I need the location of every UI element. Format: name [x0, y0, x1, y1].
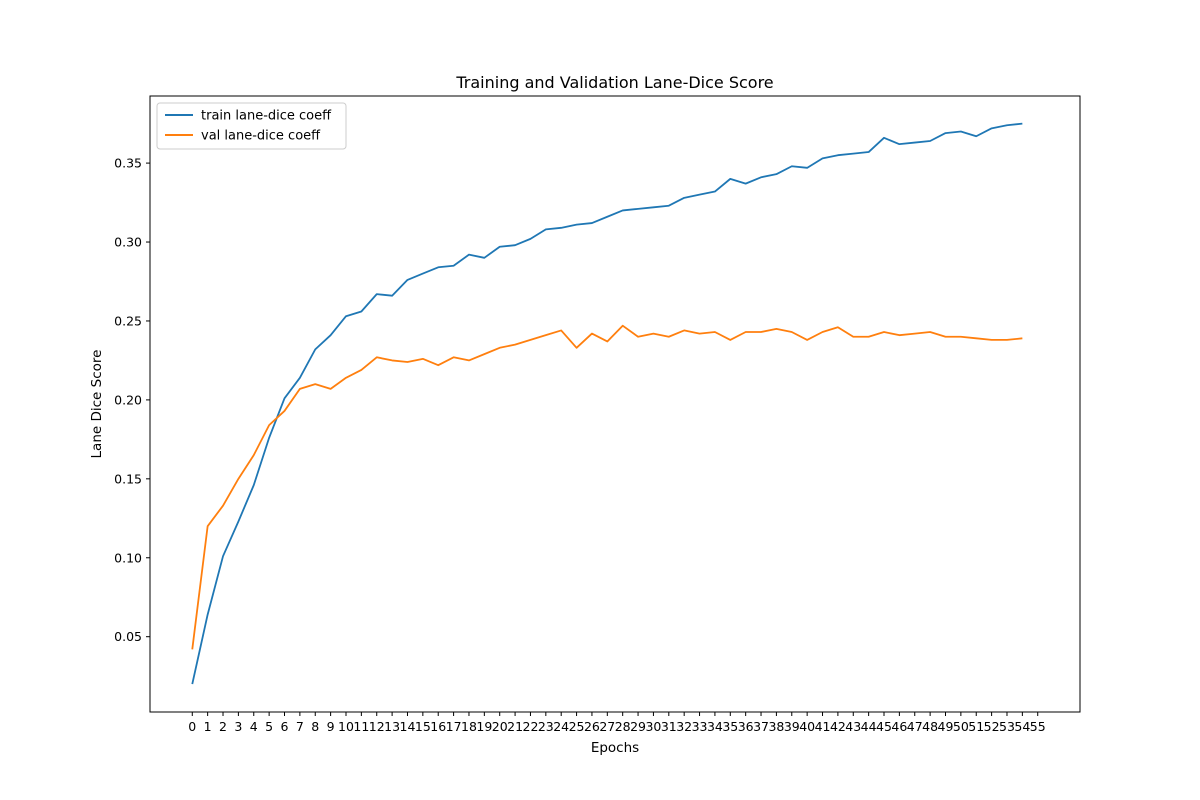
x-tick-label: 8 — [311, 719, 319, 734]
x-tick-label: 5 — [265, 719, 273, 734]
x-tick-label: 14 — [400, 719, 416, 734]
x-tick-label: 35 — [722, 719, 738, 734]
x-tick-label: 36 — [738, 719, 754, 734]
chart-title: Training and Validation Lane-Dice Score — [455, 73, 773, 92]
x-tick-label: 39 — [784, 719, 800, 734]
x-tick-label: 11 — [353, 719, 369, 734]
x-tick-label: 33 — [692, 719, 708, 734]
y-tick-label: 0.10 — [114, 550, 142, 565]
x-tick-label: 28 — [615, 719, 631, 734]
x-tick-label: 25 — [569, 719, 585, 734]
x-tick-label: 24 — [553, 719, 569, 734]
y-axis-label: Lane Dice Score — [89, 350, 105, 459]
x-tick-label: 32 — [676, 719, 692, 734]
plot-area — [150, 96, 1080, 712]
x-tick-label: 37 — [753, 719, 769, 734]
x-tick-label: 30 — [645, 719, 661, 734]
x-tick-label: 31 — [661, 719, 677, 734]
x-tick-label: 0 — [188, 719, 196, 734]
x-tick-label: 48 — [922, 719, 938, 734]
x-tick-label: 38 — [768, 719, 784, 734]
x-tick-label: 17 — [446, 719, 462, 734]
x-tick-label: 47 — [907, 719, 923, 734]
x-tick-label: 53 — [999, 719, 1015, 734]
legend-box — [156, 102, 347, 150]
series-line-val — [191, 324, 1023, 650]
legend: train lane-dice coeff val lane-dice coef… — [156, 102, 347, 150]
x-tick-label: 21 — [507, 719, 523, 734]
x-tick-label: 52 — [984, 719, 1000, 734]
x-tick-label: 1 — [204, 719, 212, 734]
x-tick-label: 44 — [861, 719, 877, 734]
x-tick-label: 46 — [891, 719, 907, 734]
x-tick-label: 9 — [327, 719, 335, 734]
y-tick-label: 0.20 — [114, 392, 142, 407]
x-tick-label: 54 — [1014, 719, 1030, 734]
x-tick-label: 42 — [830, 719, 846, 734]
x-tick-label: 22 — [523, 719, 539, 734]
x-tick-label: 26 — [584, 719, 600, 734]
y-tick-label: 0.35 — [114, 156, 142, 171]
y-tick-label: 0.15 — [114, 471, 142, 486]
x-tick-label: 2 — [219, 719, 227, 734]
x-tick-label: 10 — [338, 719, 354, 734]
x-tick-label: 45 — [876, 719, 892, 734]
x-tick-label: 55 — [1030, 719, 1046, 734]
plot-frame — [149, 95, 1081, 713]
x-tick-label: 34 — [707, 719, 723, 734]
x-tick-label: 49 — [938, 719, 954, 734]
x-tick-label: 4 — [250, 719, 258, 734]
x-tick-label: 43 — [845, 719, 861, 734]
legend-label-train: train lane-dice coeff — [201, 109, 332, 124]
x-axis-ticks: 0 1 2 3 4 5 6 7 8 9 10 11 12 13 14 15 16 17 18 19 20 21 22 23 24… — [188, 712, 1046, 734]
y-axis-ticks: 0.05 0.10 0.15 0.20 0.25 0.30 0.35 — [114, 156, 150, 644]
x-tick-label: 29 — [630, 719, 646, 734]
x-axis-label: Epochs — [591, 740, 639, 756]
x-tick-label: 13 — [384, 719, 400, 734]
x-tick-label: 12 — [369, 719, 385, 734]
x-tick-label: 50 — [953, 719, 969, 734]
x-tick-label: 27 — [599, 719, 615, 734]
x-tick-label: 3 — [234, 719, 242, 734]
y-tick-label: 0.25 — [114, 313, 142, 328]
x-tick-label: 23 — [538, 719, 554, 734]
x-tick-label: 16 — [430, 719, 446, 734]
x-tick-label: 18 — [461, 719, 477, 734]
series-line-train — [191, 122, 1023, 685]
y-tick-label: 0.05 — [114, 629, 142, 644]
x-tick-label: 19 — [476, 719, 492, 734]
y-tick-label: 0.30 — [114, 235, 142, 250]
x-tick-label: 41 — [815, 719, 831, 734]
legend-label-val: val lane-dice coeff — [201, 129, 321, 144]
x-tick-label: 51 — [968, 719, 984, 734]
x-tick-label: 20 — [492, 719, 508, 734]
x-tick-label: 7 — [296, 719, 304, 734]
x-tick-label: 40 — [799, 719, 815, 734]
x-tick-label: 6 — [281, 719, 289, 734]
x-tick-label: 15 — [415, 719, 431, 734]
series-lines — [191, 122, 1023, 685]
